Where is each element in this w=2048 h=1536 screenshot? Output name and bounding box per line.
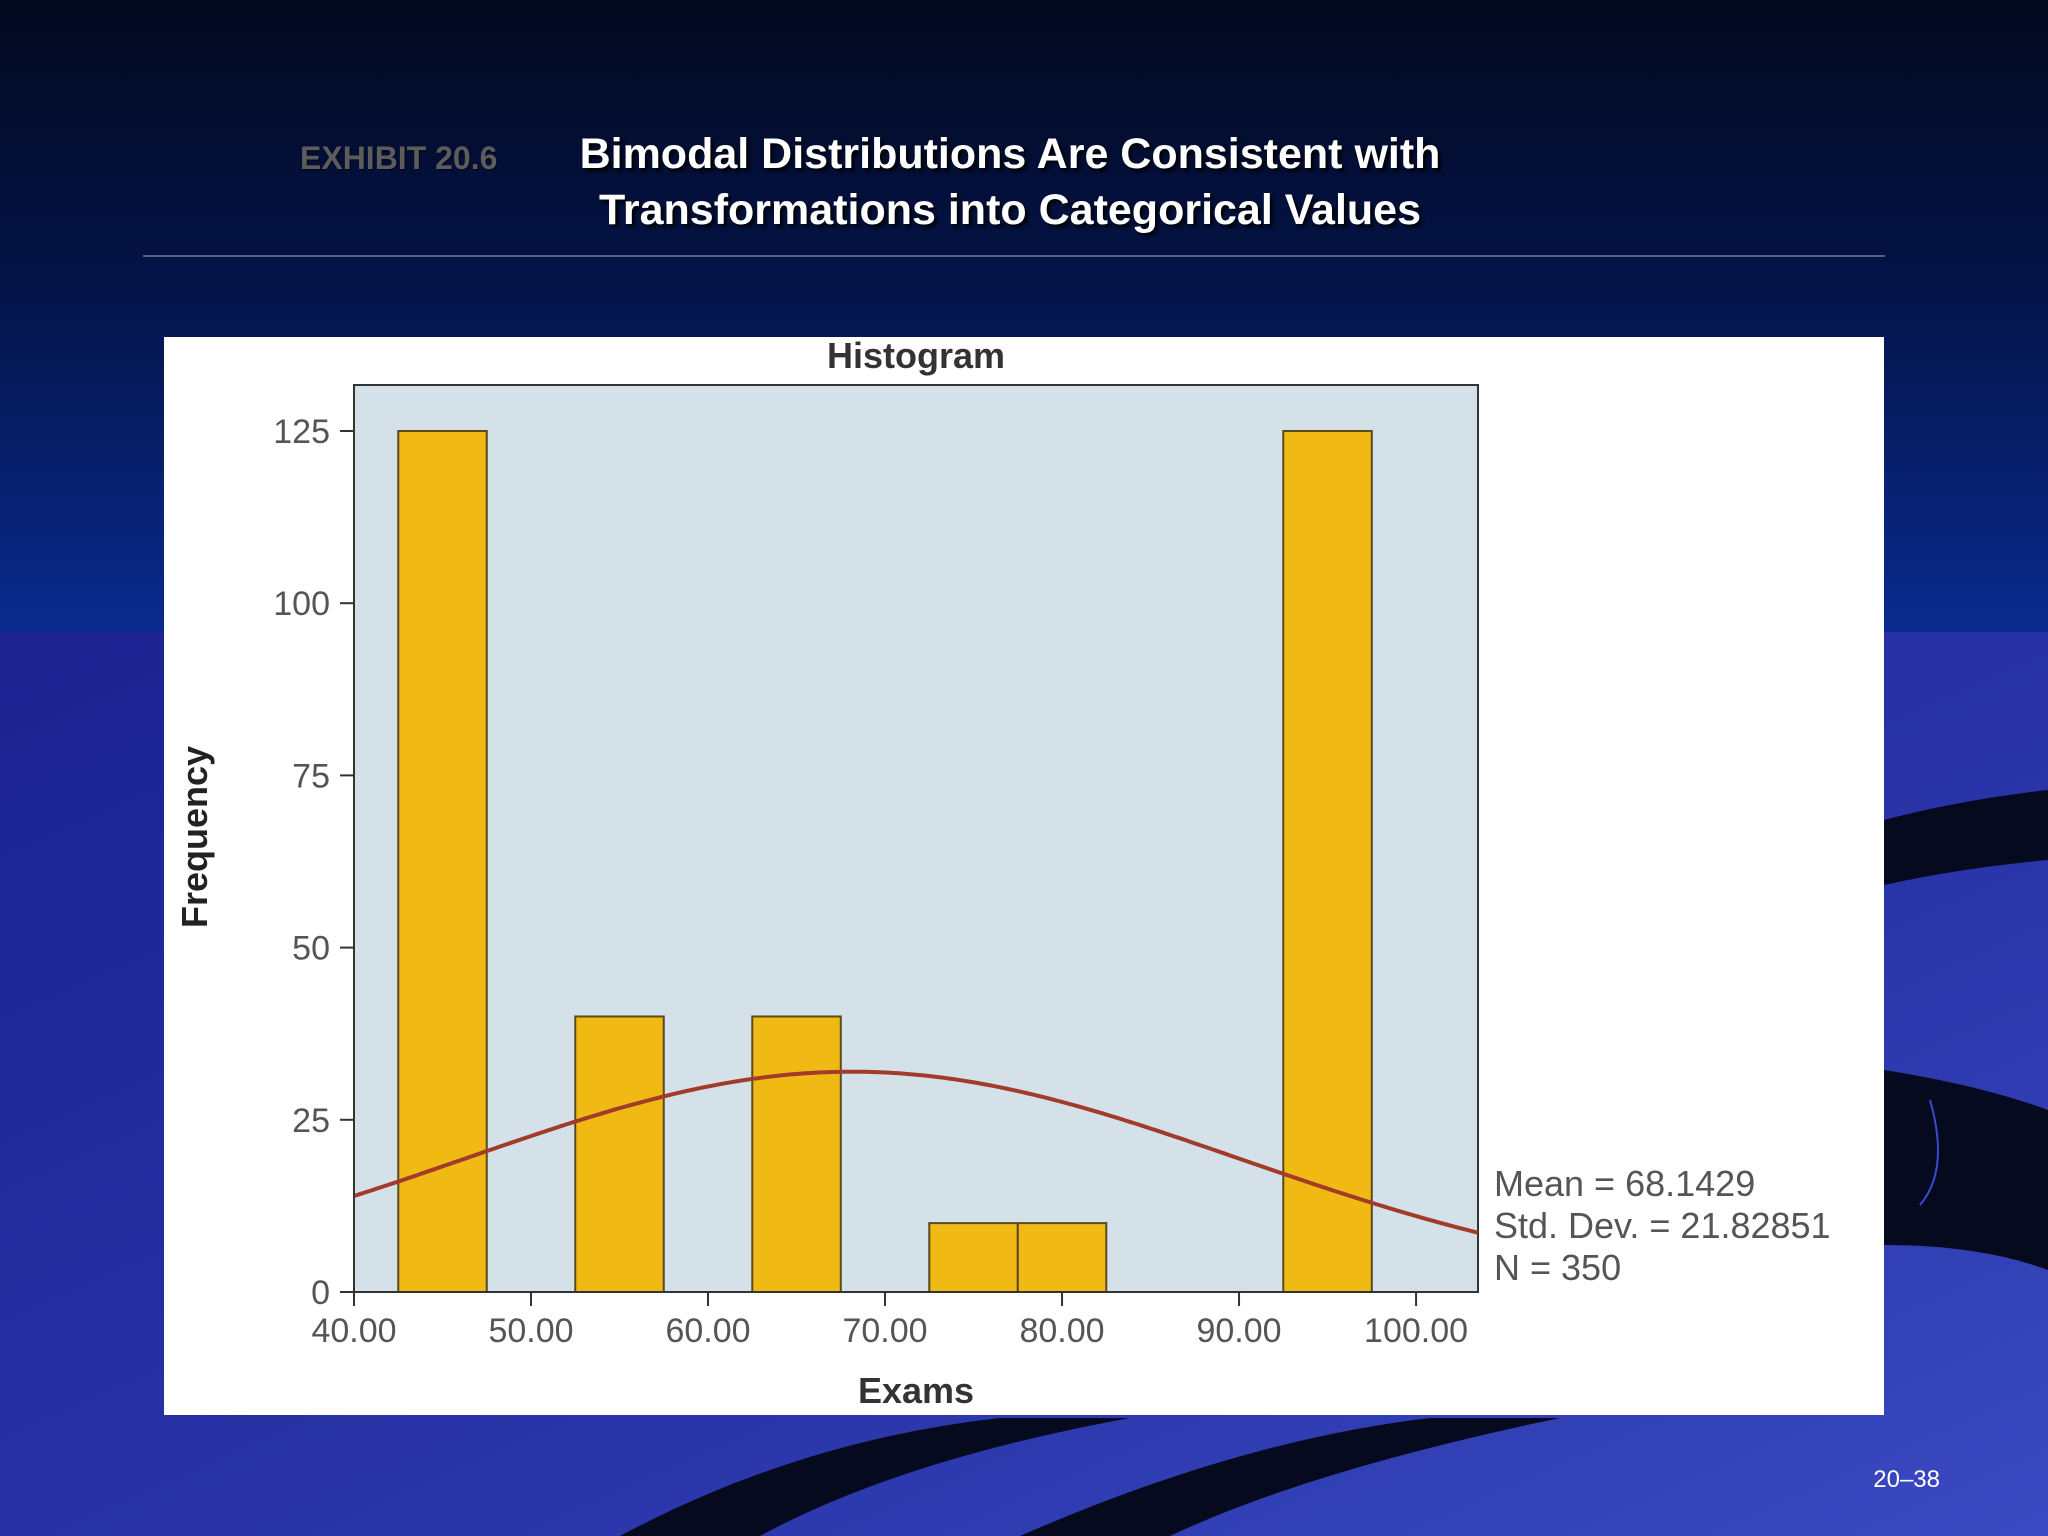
histogram-bar-4 [928, 1222, 1019, 1293]
x-tick-label-50: 50.00 [488, 1312, 573, 1350]
normal-curve [353, 1069, 1479, 1235]
histogram-bar-3 [751, 1015, 842, 1293]
y-tick-label-100: 100 [273, 585, 330, 623]
title-divider [143, 255, 1885, 257]
x-axis-label: Exams [858, 1370, 974, 1411]
y-tick-label-125: 125 [273, 413, 330, 451]
y-axis-label: Frequency [174, 746, 215, 928]
histogram-figure: Histogram 0 25 50 75 100 125 40.00 50.00 60.00 70.… [164, 337, 1884, 1415]
histogram-bar-5 [1016, 1222, 1108, 1293]
y-tick-label-75: 75 [292, 757, 330, 795]
y-tick-label-50: 50 [292, 930, 330, 968]
slide-title-line-2: Transformations into Categorical Values [599, 186, 1421, 234]
x-tick-label-40: 40.00 [311, 1312, 396, 1350]
page-number: 20–38 [1873, 1466, 1940, 1493]
x-tick-label-100: 100.00 [1364, 1312, 1468, 1350]
histogram-bar-2 [574, 1015, 665, 1293]
slide-title-line-1: Bimodal Distributions Are Consistent wit… [579, 130, 1441, 178]
slide-title: Bimodal Distributions Are Consistent wit… [520, 126, 1500, 238]
histogram-chart: Histogram 0 25 50 75 100 125 40.00 50.00 60.00 70.… [174, 337, 1831, 1411]
stats-line-3: N = 350 [1494, 1247, 1621, 1288]
x-tick-label-80: 80.00 [1019, 1312, 1104, 1350]
y-tick-label-0: 0 [311, 1274, 330, 1312]
stats-line-1: Mean = 68.1429 [1494, 1163, 1755, 1204]
stats-line-2: Std. Dev. = 21.82851 [1494, 1205, 1831, 1246]
histogram-bar-6 [1282, 430, 1373, 1293]
exhibit-label: EXHIBIT 20.6 [300, 140, 498, 176]
x-tick-label-90: 90.00 [1196, 1312, 1281, 1350]
y-tick-label-25: 25 [292, 1102, 330, 1140]
x-tick-label-60: 60.00 [665, 1312, 750, 1350]
chart-title: Histogram [827, 337, 1005, 376]
histogram-bar-1 [397, 430, 488, 1293]
x-tick-label-70: 70.00 [842, 1312, 927, 1350]
